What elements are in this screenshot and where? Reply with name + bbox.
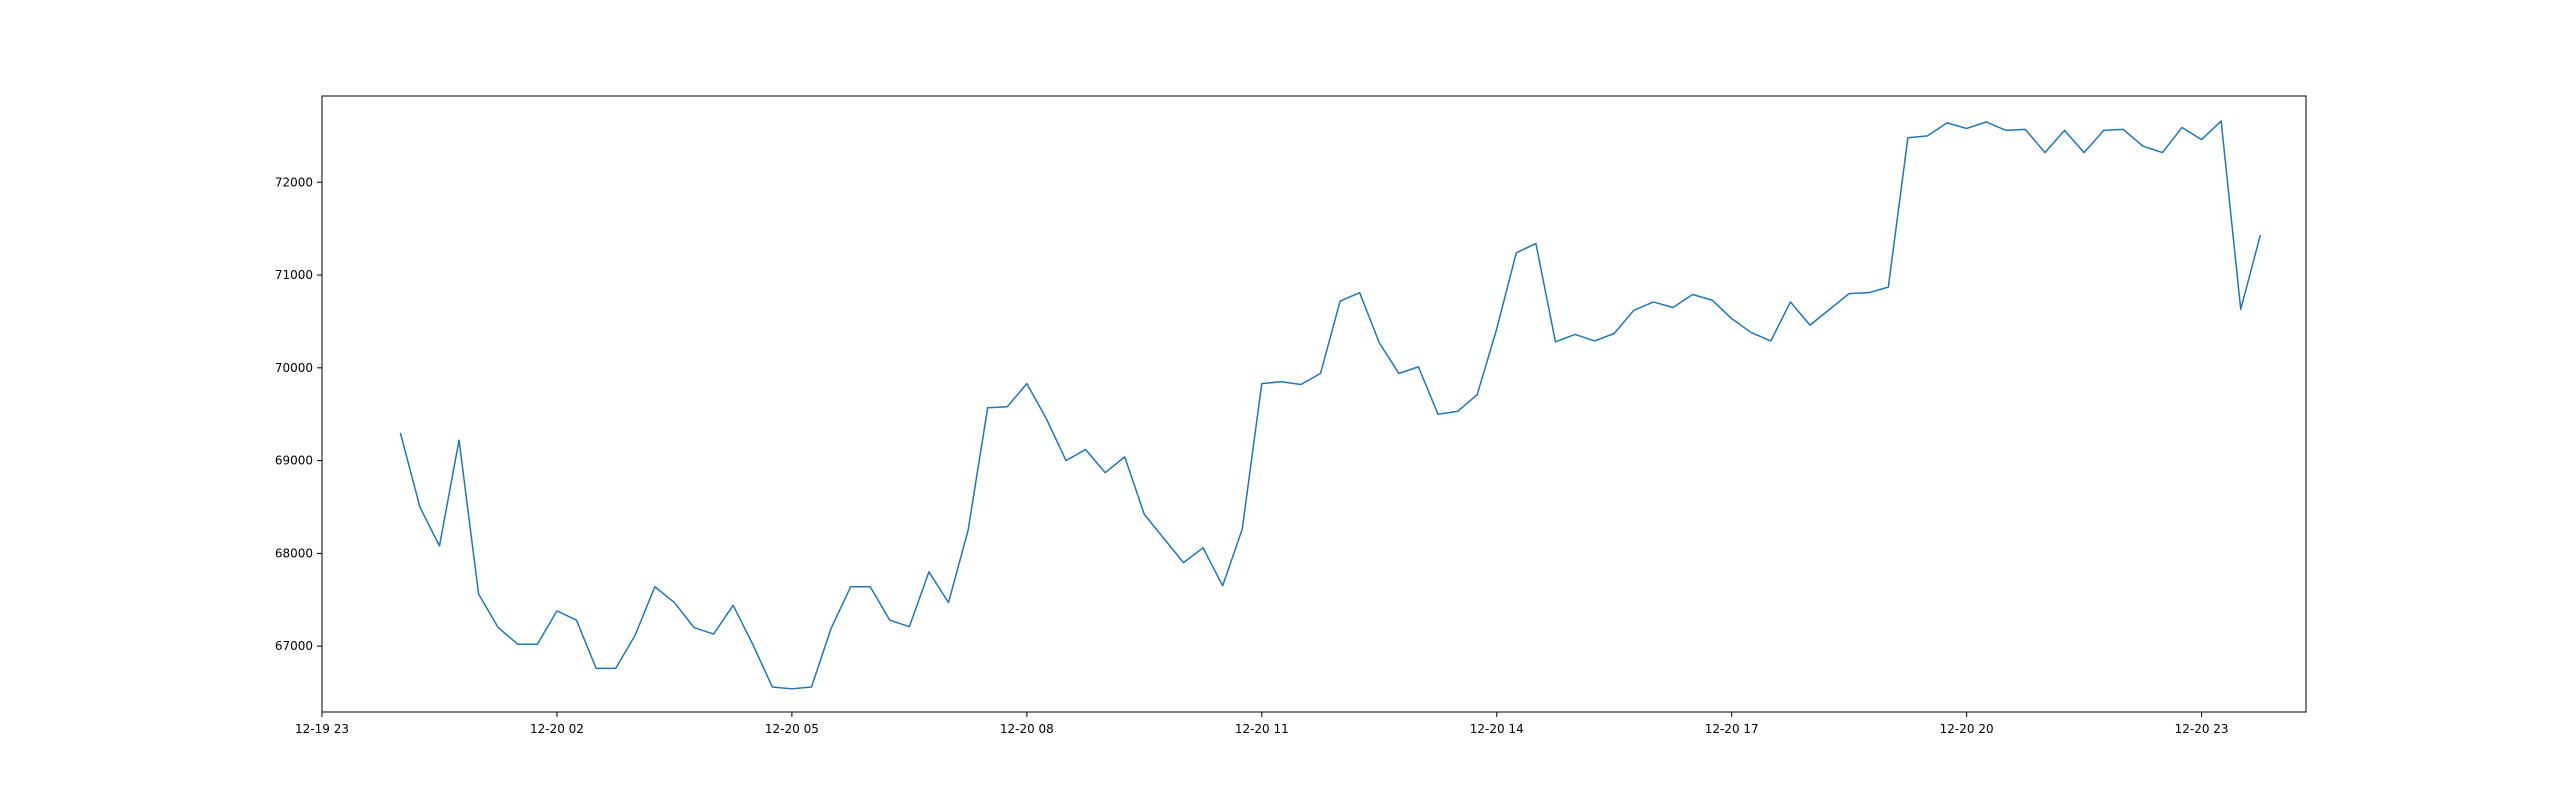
x-tick-label: 12-20 05 bbox=[765, 722, 819, 736]
x-tick-label: 12-20 20 bbox=[1940, 722, 1994, 736]
plot-area bbox=[322, 96, 2306, 712]
line-marks bbox=[399, 120, 2262, 690]
x-tick-label: 12-20 23 bbox=[2175, 722, 2229, 736]
x-tick-label: 12-20 17 bbox=[1705, 722, 1759, 736]
y-tick-label: 71000 bbox=[275, 268, 313, 282]
x-tick-label: 12-20 02 bbox=[530, 722, 584, 736]
plot-frame bbox=[321, 95, 2307, 713]
x-tick-label: 12-20 14 bbox=[1470, 722, 1524, 736]
x-tick-label: 12-20 08 bbox=[1000, 722, 1054, 736]
y-tick-label: 70000 bbox=[275, 361, 313, 375]
y-axis: 67000 68000 69000 70000 71000 72000 bbox=[275, 175, 322, 653]
x-tick-label: 12-20 11 bbox=[1235, 722, 1289, 736]
y-tick-label: 69000 bbox=[275, 454, 313, 468]
y-tick-label: 68000 bbox=[275, 546, 313, 560]
series-line bbox=[399, 120, 2262, 690]
y-tick-label: 72000 bbox=[275, 175, 313, 189]
x-axis: 12-19 23 12-20 02 12-20 05 12-20 08 12-20 11… bbox=[295, 712, 2229, 736]
x-tick-label: 12-19 23 bbox=[295, 722, 349, 736]
y-tick-label: 67000 bbox=[275, 639, 313, 653]
